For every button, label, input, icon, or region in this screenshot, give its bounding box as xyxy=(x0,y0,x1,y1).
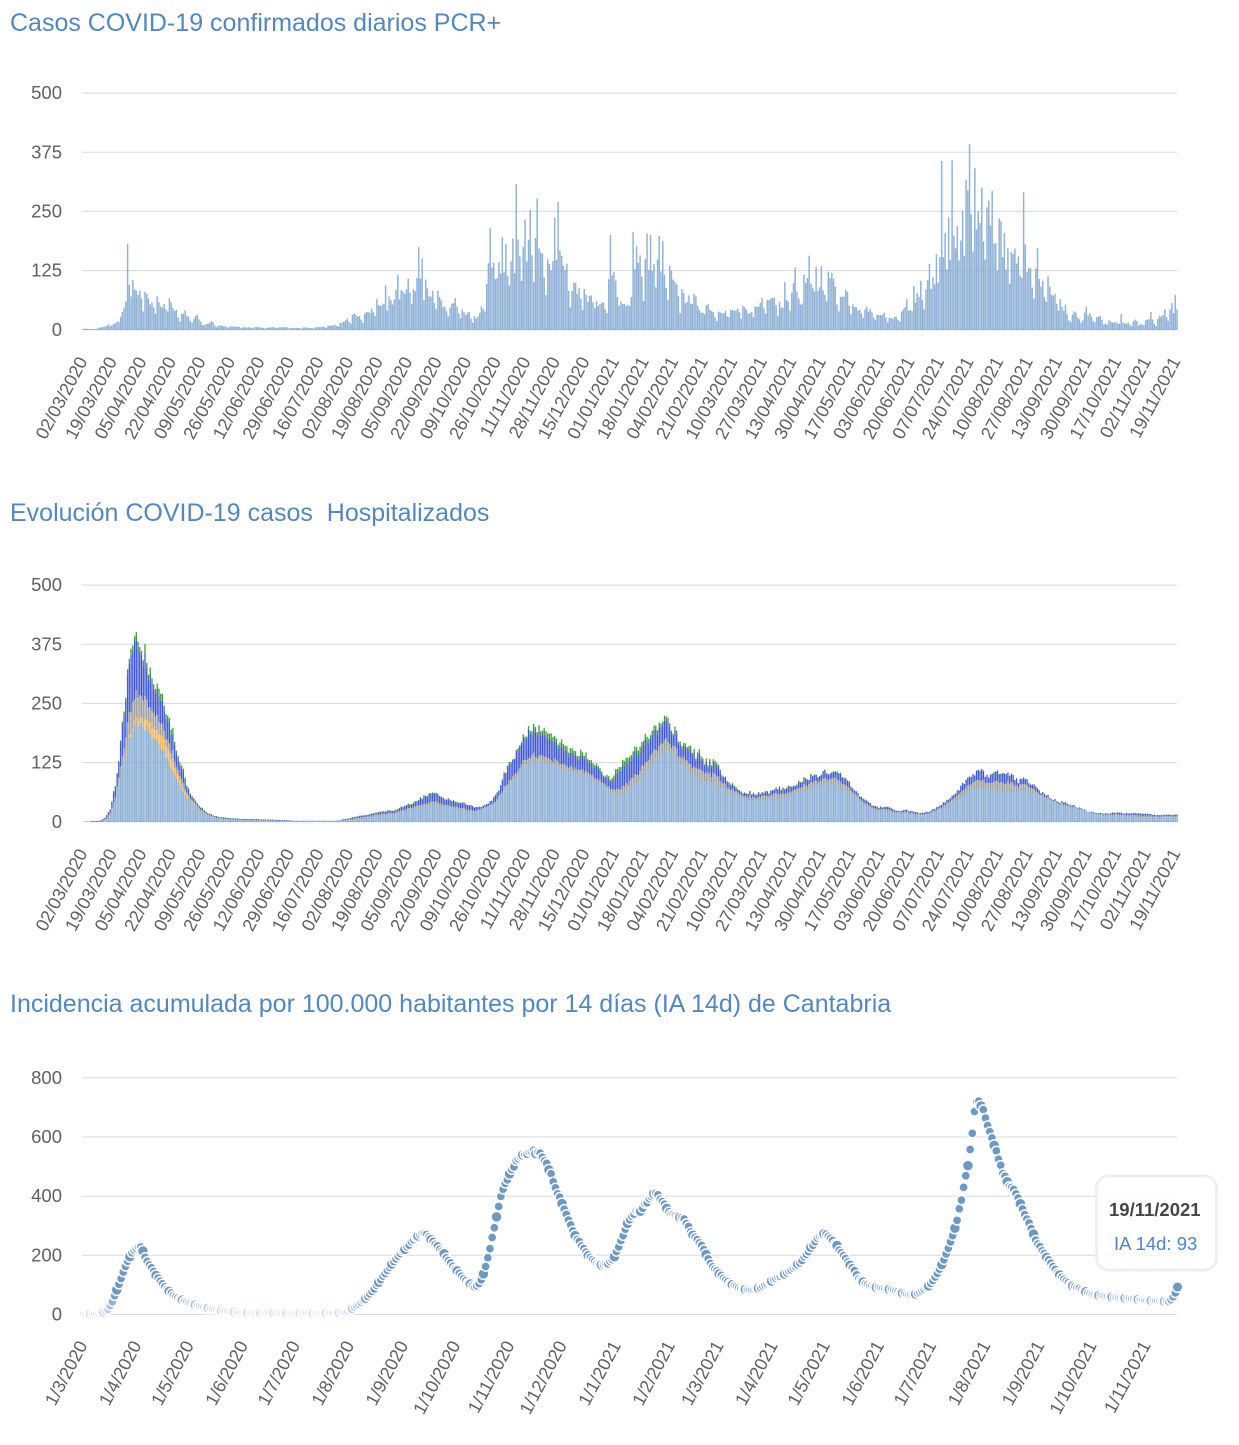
svg-text:Casos COVID-19 confirmados dia: Casos COVID-19 confirmados diarios PCR+ xyxy=(10,9,501,37)
svg-text:Evolución COVID-19 casos Hosp: Evolución COVID-19 casos Hospitalizados xyxy=(10,499,489,527)
svg-text:500: 500 xyxy=(31,574,62,595)
svg-text:0: 0 xyxy=(52,1304,62,1325)
svg-text:Incidencia acumulada por 100.0: Incidencia acumulada por 100.000 habitan… xyxy=(10,990,891,1018)
svg-text:0: 0 xyxy=(52,811,62,832)
svg-text:200: 200 xyxy=(31,1244,62,1265)
svg-text:400: 400 xyxy=(31,1185,62,1206)
svg-text:600: 600 xyxy=(31,1126,62,1147)
svg-text:375: 375 xyxy=(31,633,62,654)
svg-text:19/11/2021: 19/11/2021 xyxy=(1109,1199,1201,1220)
svg-text:125: 125 xyxy=(31,752,62,773)
svg-text:125: 125 xyxy=(31,260,62,281)
svg-text:375: 375 xyxy=(31,141,62,162)
svg-text:250: 250 xyxy=(31,200,62,221)
svg-text:800: 800 xyxy=(31,1067,62,1088)
svg-text:0: 0 xyxy=(52,319,62,340)
svg-text:250: 250 xyxy=(31,692,62,713)
svg-text:500: 500 xyxy=(31,82,62,103)
svg-text:IA 14d: 93: IA 14d: 93 xyxy=(1114,1233,1197,1254)
